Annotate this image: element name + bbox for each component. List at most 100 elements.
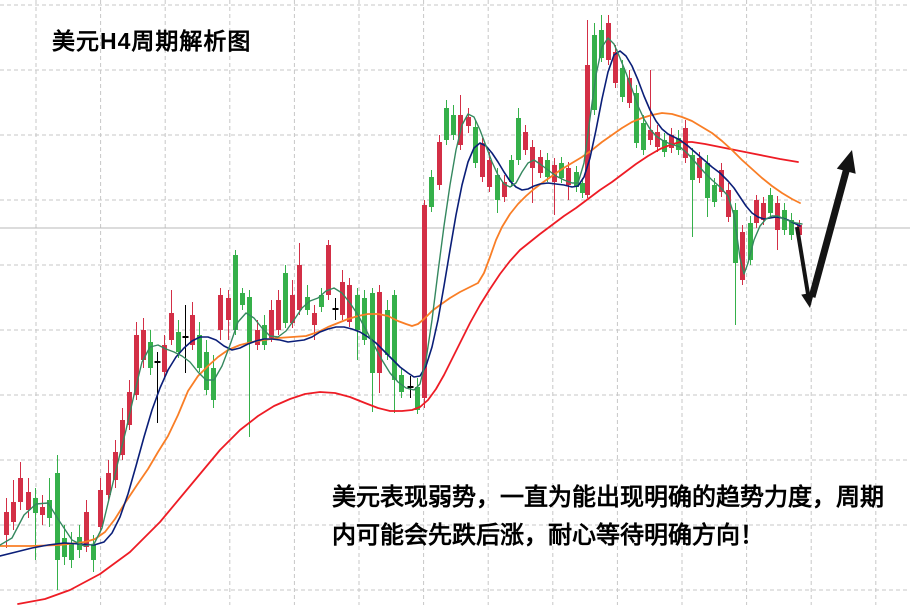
bull-candle	[169, 290, 174, 345]
doji-candle	[332, 298, 339, 320]
candle-body	[40, 507, 45, 515]
candle-body	[62, 538, 67, 557]
bull-candle	[290, 280, 295, 328]
candle-body	[580, 183, 585, 193]
candle-body	[782, 210, 787, 230]
candle-body	[84, 512, 89, 547]
bull-candle	[113, 440, 118, 488]
candle-body	[169, 313, 174, 340]
candle-body	[620, 68, 625, 97]
bear-candle	[385, 300, 390, 360]
ma-mid-navy	[0, 50, 801, 557]
candle-body	[705, 163, 710, 198]
candle-body	[226, 298, 231, 320]
candle-body	[377, 292, 382, 373]
candle-body	[69, 543, 74, 560]
bear-candle	[592, 23, 597, 115]
bull-candle	[190, 302, 195, 350]
bull-candle	[466, 108, 471, 133]
bull-candle	[312, 305, 317, 340]
candle-body	[11, 502, 16, 522]
candle-body	[768, 195, 773, 213]
candle-body	[18, 478, 23, 502]
candle-body	[415, 387, 420, 410]
bear-candle	[429, 170, 434, 212]
bear-candle	[47, 478, 52, 527]
candle-body	[697, 158, 702, 178]
trend-forecast-arrow	[795, 150, 856, 308]
candle-body	[754, 200, 759, 223]
candle-body	[319, 295, 324, 307]
bear-candle	[705, 155, 710, 217]
candle-body	[355, 295, 360, 330]
candle-body	[148, 342, 153, 368]
candle-body	[669, 135, 674, 148]
candle-body	[613, 52, 618, 83]
candle-body	[262, 325, 267, 345]
bull-candle	[218, 288, 223, 340]
bear-candle	[176, 320, 181, 358]
candle-body	[233, 255, 238, 330]
candles	[4, 15, 802, 590]
bull-candle	[255, 320, 260, 350]
candle-body	[134, 335, 139, 395]
candle-body	[662, 140, 667, 152]
bear-candle	[444, 100, 449, 145]
candle-body	[473, 127, 478, 163]
candle-body	[197, 335, 202, 368]
candle-body	[676, 138, 681, 150]
bear-candle	[392, 290, 397, 413]
bull-candle	[269, 300, 274, 342]
bull-candle	[487, 152, 492, 192]
candle-body	[283, 273, 288, 323]
ma-slow-orange	[0, 112, 801, 547]
bear-candle	[662, 133, 667, 157]
candle-body	[370, 293, 375, 373]
bull-candle	[134, 322, 139, 400]
candle-body	[606, 23, 611, 60]
candle-body	[690, 155, 695, 180]
analysis-annotation: 美元表现弱势，一直为能出现明确的趋势力度，周期 内可能会先跌后涨，耐心等待明确方…	[332, 479, 884, 555]
bear-candle	[77, 525, 82, 558]
candle-body	[290, 295, 295, 323]
candle-body	[91, 545, 96, 560]
doji-candle	[154, 352, 161, 423]
bull-candle	[655, 125, 660, 152]
analysis-annotation-line2: 内可能会先跌后涨，耐心等待明确方向！	[332, 522, 764, 549]
bull-candle	[740, 225, 745, 285]
candle-body	[240, 293, 245, 305]
bull-candle	[523, 125, 528, 155]
candle-body	[176, 332, 181, 352]
candle-body	[487, 160, 492, 187]
candle-body	[120, 420, 125, 455]
bull-candle	[106, 460, 111, 500]
candle-body	[392, 295, 397, 380]
bear-candle	[33, 488, 38, 560]
bull-candle	[775, 196, 780, 250]
bear-candle	[580, 178, 585, 198]
arrow-up-head	[836, 150, 856, 174]
bear-candle	[516, 108, 521, 165]
candle-body	[399, 375, 404, 392]
candle-body	[592, 35, 597, 110]
candle-body	[269, 310, 274, 338]
bear-candle	[355, 288, 360, 360]
bull-candle	[18, 462, 23, 510]
candle-body	[385, 310, 390, 355]
candle-body	[47, 500, 52, 518]
bull-candle	[761, 197, 766, 225]
bull-candle	[276, 290, 281, 335]
bull-candle	[84, 500, 89, 552]
candle-body	[502, 182, 507, 197]
bull-candle	[98, 478, 103, 532]
bear-candle	[247, 290, 252, 437]
bear-candle	[768, 188, 773, 218]
candle-body	[516, 118, 521, 160]
candle-body	[127, 392, 132, 425]
bull-candle	[648, 70, 653, 145]
bear-candle	[599, 15, 604, 62]
bull-candle	[297, 243, 302, 315]
bull-candle	[162, 335, 167, 378]
bear-candle	[451, 105, 456, 140]
